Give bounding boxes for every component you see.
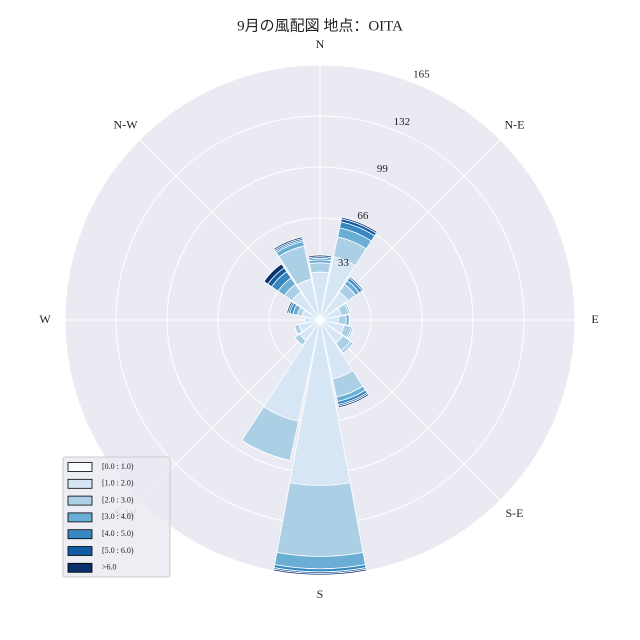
direction-label: E <box>591 312 598 326</box>
r-tick-label: 66 <box>357 210 369 222</box>
bar-segment <box>273 236 304 251</box>
bar-segment <box>286 300 294 314</box>
bar-segment <box>309 262 331 274</box>
legend-swatch <box>67 529 93 540</box>
legend-label: [2.0 : 3.0) <box>102 495 134 504</box>
bar-segment <box>273 568 367 576</box>
r-tick-label: 33 <box>338 257 350 269</box>
grid-spoke <box>319 319 501 501</box>
bar-segment <box>263 263 285 285</box>
legend: [0.0 : 1.0) [1.0 : 2.0) [2.0 : 3.0) [3.0 : … <box>62 456 171 578</box>
legend-label: [0.0 : 1.0) <box>102 462 134 471</box>
r-tick-label: 165 <box>413 69 430 81</box>
bar-segment <box>276 482 364 557</box>
legend-label: >6.0 <box>102 563 117 572</box>
direction-label: S-E <box>505 506 523 520</box>
direction-label: N-W <box>114 117 139 131</box>
bar-segment <box>341 216 378 234</box>
legend-label: [1.0 : 2.0) <box>102 479 134 488</box>
legend-label: [4.0 : 5.0) <box>102 529 134 538</box>
bar-segment <box>307 254 333 259</box>
direction-label: N-E <box>504 117 524 131</box>
bar-segment <box>241 440 291 461</box>
direction-label: N <box>316 37 325 51</box>
legend-swatch <box>67 512 93 523</box>
bar-segment <box>337 314 347 326</box>
legend-swatch <box>67 478 93 489</box>
legend-swatch <box>67 562 93 573</box>
r-tick-label: 132 <box>394 116 411 128</box>
bar-segment <box>337 393 370 409</box>
legend-label: [3.0 : 4.0) <box>102 512 134 521</box>
direction-label: W <box>39 312 51 326</box>
chart-title: 9月の風配図 地点：OITA <box>237 17 403 34</box>
legend-label: [5.0 : 6.0) <box>102 546 134 555</box>
legend-swatch <box>67 546 93 556</box>
legend-swatch <box>67 495 93 506</box>
legend-swatch <box>67 462 93 472</box>
direction-label: S <box>317 587 324 601</box>
r-tick-label: 99 <box>377 163 389 175</box>
